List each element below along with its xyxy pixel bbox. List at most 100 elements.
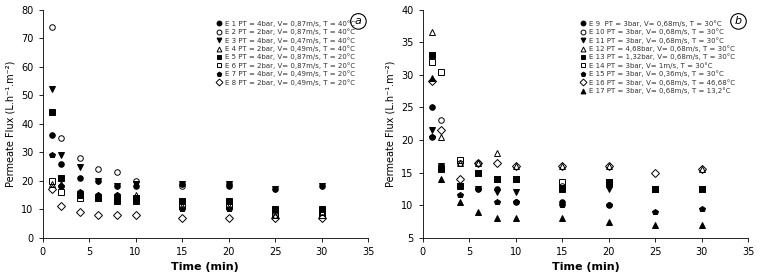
E 2 PT = 2bar, V= 0,87m/s, T = 40°C [178,185,187,188]
E 3 PT = 4bar, V= 0,47m/s, T = 40°C [47,88,56,91]
E 8 PT = 2bar, V= 0,49m/s, T = 20°C [271,216,280,220]
E 9  PT = 3bar, V= 0,68m/s, T = 30°C [697,187,706,191]
E 4 PT = 2bar, V= 0,49m/s, T = 40°C [178,205,187,208]
E 1 PT = 4bar, V= 0,87m/s, T = 40°C [317,185,326,188]
E 16 PT = 3bar, V= 0,68m/s, T = 46,68°C [558,165,567,168]
E 4 PT = 2bar, V= 0,49m/s, T = 40°C [224,205,233,208]
E 3 PT = 4bar, V= 0,47m/s, T = 40°C [112,185,122,188]
E 9  PT = 3bar, V= 0,68m/s, T = 30°C [604,203,613,207]
E 2 PT = 2bar, V= 0,87m/s, T = 40°C [131,179,140,182]
E 1 PT = 4bar, V= 0,87m/s, T = 40°C [75,176,84,180]
E 15 PT = 3bar, V= 0,36m/s, T = 30°C [558,203,567,207]
E 1 PT = 4bar, V= 0,87m/s, T = 40°C [271,188,280,191]
E 2 PT = 2bar, V= 0,87m/s, T = 40°C [47,25,56,28]
E 15 PT = 3bar, V= 0,36m/s, T = 30°C [697,207,706,210]
E 4 PT = 2bar, V= 0,49m/s, T = 40°C [56,182,65,185]
E 13 PT = 1,32bar, V= 0,68m/s, T = 30°C [604,181,613,184]
Text: a: a [355,16,362,26]
E 14 PT = 3bar, V= 1m/s, T = 30°C [697,187,706,191]
E 8 PT = 2bar, V= 0,49m/s, T = 20°C [112,213,122,217]
E 2 PT = 2bar, V= 0,87m/s, T = 40°C [317,210,326,214]
Line: E 13 PT = 1,32bar, V= 0,68m/s, T = 30°C: E 13 PT = 1,32bar, V= 0,68m/s, T = 30°C [429,53,705,192]
E 7 PT = 4bar, V= 0,49m/s, T = 20°C [75,190,84,194]
E 14 PT = 3bar, V= 1m/s, T = 30°C [455,158,464,161]
Y-axis label: Permeate Flux (L.h⁻¹.m⁻²): Permeate Flux (L.h⁻¹.m⁻²) [5,61,15,187]
E 15 PT = 3bar, V= 0,36m/s, T = 30°C [455,194,464,197]
Line: E 16 PT = 3bar, V= 0,68m/s, T = 46,68°C: E 16 PT = 3bar, V= 0,68m/s, T = 46,68°C [429,78,705,182]
E 4 PT = 2bar, V= 0,49m/s, T = 40°C [47,182,56,185]
Line: E 15 PT = 3bar, V= 0,36m/s, T = 30°C: E 15 PT = 3bar, V= 0,36m/s, T = 30°C [429,134,705,215]
E 15 PT = 3bar, V= 0,36m/s, T = 30°C [651,210,660,214]
E 3 PT = 4bar, V= 0,47m/s, T = 40°C [317,185,326,188]
E 8 PT = 2bar, V= 0,49m/s, T = 20°C [178,216,187,220]
E 6 PT = 2bar, V= 0,87m/s, T = 20°C [56,190,65,194]
E 14 PT = 3bar, V= 1m/s, T = 30°C [437,70,446,73]
E 17 PT = 3bar, V= 0,68m/s, T = 13,2°C [558,217,567,220]
E 5 PT = 4bar, V= 0,87m/s, T = 20°C [47,111,56,114]
E 9  PT = 3bar, V= 0,68m/s, T = 30°C [511,200,520,204]
E 4 PT = 2bar, V= 0,49m/s, T = 40°C [93,193,103,197]
Legend: E 9  PT = 3bar, V= 0,68m/s, T = 30°C, E 10 PT = 3bar, V= 0,68m/s, T = 30°C, E 11: E 9 PT = 3bar, V= 0,68m/s, T = 30°C, E 1… [581,20,735,94]
E 12 PT = 4,68bar, V= 0,68m/s, T = 30°C [558,165,567,168]
E 5 PT = 4bar, V= 0,87m/s, T = 20°C [112,199,122,202]
E 14 PT = 3bar, V= 1m/s, T = 30°C [492,177,502,181]
E 13 PT = 1,32bar, V= 0,68m/s, T = 30°C [455,184,464,187]
E 16 PT = 3bar, V= 0,68m/s, T = 46,68°C [437,128,446,132]
Line: E 4 PT = 2bar, V= 0,49m/s, T = 40°C: E 4 PT = 2bar, V= 0,49m/s, T = 40°C [49,181,325,218]
E 14 PT = 3bar, V= 1m/s, T = 30°C [511,177,520,181]
E 14 PT = 3bar, V= 1m/s, T = 30°C [473,171,483,174]
E 11 PT = 3bar, V= 0,68m/s, T = 30°C [473,187,483,191]
E 7 PT = 4bar, V= 0,49m/s, T = 20°C [112,193,122,197]
Line: E 11 PT = 3bar, V= 0,68m/s, T = 30°C: E 11 PT = 3bar, V= 0,68m/s, T = 30°C [429,127,705,195]
Line: E 6 PT = 2bar, V= 0,87m/s, T = 20°C: E 6 PT = 2bar, V= 0,87m/s, T = 20°C [49,178,325,218]
E 7 PT = 4bar, V= 0,49m/s, T = 20°C [93,193,103,197]
E 7 PT = 4bar, V= 0,49m/s, T = 20°C [56,185,65,188]
E 11 PT = 3bar, V= 0,68m/s, T = 30°C [697,187,706,191]
E 14 PT = 3bar, V= 1m/s, T = 30°C [427,60,436,63]
Line: E 5 PT = 4bar, V= 0,87m/s, T = 20°C: E 5 PT = 4bar, V= 0,87m/s, T = 20°C [49,110,325,212]
E 10 PT = 3bar, V= 0,68m/s, T = 30°C [511,177,520,181]
E 10 PT = 3bar, V= 0,68m/s, T = 30°C [558,184,567,187]
E 15 PT = 3bar, V= 0,36m/s, T = 30°C [427,135,436,138]
X-axis label: Time (min): Time (min) [552,262,619,272]
E 5 PT = 4bar, V= 0,87m/s, T = 20°C [224,199,233,202]
E 9  PT = 3bar, V= 0,68m/s, T = 30°C [455,184,464,187]
E 3 PT = 4bar, V= 0,47m/s, T = 40°C [131,182,140,185]
E 16 PT = 3bar, V= 0,68m/s, T = 46,68°C [604,165,613,168]
E 12 PT = 4,68bar, V= 0,68m/s, T = 30°C [511,165,520,168]
E 5 PT = 4bar, V= 0,87m/s, T = 20°C [317,208,326,211]
E 3 PT = 4bar, V= 0,47m/s, T = 40°C [224,182,233,185]
E 10 PT = 3bar, V= 0,68m/s, T = 30°C [455,161,464,165]
E 11 PT = 3bar, V= 0,68m/s, T = 30°C [437,165,446,168]
X-axis label: Time (min): Time (min) [172,262,239,272]
E 2 PT = 2bar, V= 0,87m/s, T = 40°C [56,136,65,140]
E 6 PT = 2bar, V= 0,87m/s, T = 20°C [131,199,140,202]
E 15 PT = 3bar, V= 0,36m/s, T = 30°C [492,200,502,204]
E 4 PT = 2bar, V= 0,49m/s, T = 40°C [317,210,326,214]
E 16 PT = 3bar, V= 0,68m/s, T = 46,68°C [651,171,660,174]
E 4 PT = 2bar, V= 0,49m/s, T = 40°C [75,193,84,197]
E 15 PT = 3bar, V= 0,36m/s, T = 30°C [473,187,483,191]
E 6 PT = 2bar, V= 0,87m/s, T = 20°C [75,196,84,200]
E 13 PT = 1,32bar, V= 0,68m/s, T = 30°C [651,187,660,191]
E 2 PT = 2bar, V= 0,87m/s, T = 40°C [271,213,280,217]
E 10 PT = 3bar, V= 0,68m/s, T = 30°C [492,177,502,181]
E 9  PT = 3bar, V= 0,68m/s, T = 30°C [558,200,567,204]
E 11 PT = 3bar, V= 0,68m/s, T = 30°C [651,187,660,191]
E 7 PT = 4bar, V= 0,49m/s, T = 20°C [317,208,326,211]
E 5 PT = 4bar, V= 0,87m/s, T = 20°C [75,193,84,197]
E 9  PT = 3bar, V= 0,68m/s, T = 30°C [473,187,483,191]
E 6 PT = 2bar, V= 0,87m/s, T = 20°C [178,205,187,208]
E 13 PT = 1,32bar, V= 0,68m/s, T = 30°C [492,177,502,181]
E 3 PT = 4bar, V= 0,47m/s, T = 40°C [93,179,103,182]
E 1 PT = 4bar, V= 0,87m/s, T = 40°C [112,185,122,188]
E 3 PT = 4bar, V= 0,47m/s, T = 40°C [178,182,187,185]
Line: E 1 PT = 4bar, V= 0,87m/s, T = 40°C: E 1 PT = 4bar, V= 0,87m/s, T = 40°C [49,132,325,192]
E 11 PT = 3bar, V= 0,68m/s, T = 30°C [558,187,567,191]
E 1 PT = 4bar, V= 0,87m/s, T = 40°C [93,179,103,182]
E 11 PT = 3bar, V= 0,68m/s, T = 30°C [455,184,464,187]
E 2 PT = 2bar, V= 0,87m/s, T = 40°C [224,182,233,185]
E 10 PT = 3bar, V= 0,68m/s, T = 30°C [697,187,706,191]
Legend: E 1 PT = 4bar, V= 0,87m/s, T = 40°C, E 2 PT = 2bar, V= 0,87m/s, T = 40°C, E 3 PT: E 1 PT = 4bar, V= 0,87m/s, T = 40°C, E 2… [217,20,355,86]
E 17 PT = 3bar, V= 0,68m/s, T = 13,2°C [427,76,436,80]
